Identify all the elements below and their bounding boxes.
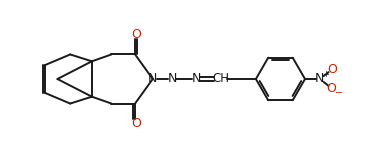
Text: O: O [131, 28, 141, 41]
Text: CH: CH [212, 73, 229, 85]
Text: −: − [335, 88, 343, 98]
Text: N: N [191, 73, 201, 85]
Text: O: O [327, 82, 336, 95]
Text: O: O [327, 63, 338, 76]
Text: O: O [131, 117, 141, 130]
Text: N: N [148, 73, 158, 85]
Text: N: N [168, 73, 177, 85]
Text: N: N [315, 72, 324, 85]
Text: +: + [322, 70, 329, 79]
